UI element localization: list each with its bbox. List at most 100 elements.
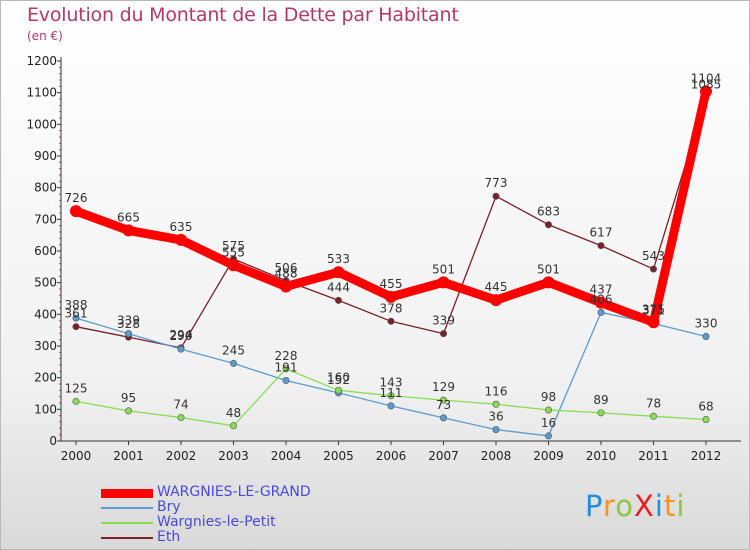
x-tick-label: 2010 (586, 449, 617, 463)
data-label: 191 (275, 361, 298, 375)
y-tick-label: 900 (34, 149, 57, 163)
data-point (492, 192, 500, 200)
logo-letter: i (654, 489, 664, 523)
data-label: 111 (380, 386, 403, 400)
data-point (490, 294, 502, 307)
x-tick-label: 2002 (166, 449, 197, 463)
data-point (700, 85, 712, 98)
data-label: 506 (275, 261, 298, 275)
x-tick-label: 2009 (533, 449, 564, 463)
data-label: 455 (380, 277, 403, 291)
data-point (439, 330, 447, 338)
logo-letter: X (634, 489, 655, 523)
data-point (72, 314, 80, 322)
y-tick-label: 0 (49, 434, 57, 448)
data-label: 78 (646, 396, 661, 410)
legend-swatch (101, 537, 153, 539)
data-label: 501 (537, 262, 560, 276)
data-label: 371 (642, 304, 665, 318)
data-label: 406 (590, 292, 613, 306)
x-tick-label: 2012 (691, 449, 722, 463)
data-point (544, 221, 552, 229)
data-label: 89 (593, 393, 608, 407)
legend-label: Wargnies-le-Petit (157, 514, 276, 530)
data-label: 773 (485, 176, 508, 190)
data-label: 488 (275, 266, 298, 280)
legend-swatch (101, 522, 153, 524)
data-label: 617 (590, 226, 613, 240)
data-label: 73 (436, 398, 451, 412)
x-tick-label: 2004 (271, 449, 302, 463)
y-tick-label: 1000 (26, 117, 57, 131)
logo-letter: i (676, 489, 686, 523)
data-label: 129 (432, 380, 455, 394)
x-tick-label: 2000 (61, 449, 92, 463)
data-label: 160 (327, 370, 350, 384)
data-point (387, 392, 395, 400)
data-label: 361 (65, 307, 88, 321)
data-label: 375 (642, 302, 665, 316)
data-point (492, 426, 500, 434)
x-tick-label: 2008 (481, 449, 512, 463)
logo-letter: t (663, 489, 677, 523)
data-label: 95 (121, 391, 136, 405)
data-point (282, 377, 290, 385)
chart-subtitle: (en €) (27, 29, 63, 43)
data-point (175, 233, 187, 246)
x-tick-label: 2011 (638, 449, 669, 463)
data-label: 339 (432, 314, 455, 328)
legend-label: WARGNIES-LE-GRAND (157, 484, 311, 500)
data-point (595, 296, 607, 309)
data-point (597, 308, 605, 316)
data-label: 228 (275, 349, 298, 363)
data-point (72, 323, 80, 331)
data-label: 339 (117, 314, 140, 328)
data-point (230, 422, 238, 430)
data-point (177, 345, 185, 353)
data-label: 294 (170, 328, 193, 342)
logo-letter: o (615, 489, 635, 523)
x-tick-label: 2006 (376, 449, 407, 463)
data-point (385, 290, 397, 303)
data-label: 290 (170, 329, 193, 343)
y-tick-label: 100 (34, 402, 57, 416)
data-point (387, 402, 395, 410)
data-label: 328 (117, 317, 140, 331)
data-label: 330 (695, 317, 718, 331)
x-tick-label: 2001 (113, 449, 144, 463)
data-point (125, 330, 133, 338)
y-tick-label: 400 (34, 307, 57, 321)
data-label: 543 (642, 249, 665, 263)
data-point (439, 414, 447, 422)
data-label: 16 (541, 416, 556, 430)
data-label: 437 (590, 283, 613, 297)
data-point (437, 276, 450, 289)
data-point (439, 396, 447, 404)
data-point (702, 332, 710, 340)
legend-swatch (101, 488, 153, 498)
chart-axes: 0 100 200 300 400 500 600 700 800 900 1000 1100 1200… (26, 54, 741, 463)
data-label: 444 (327, 280, 350, 294)
data-label: 1104 (691, 71, 722, 85)
y-tick-label: 200 (34, 371, 57, 385)
data-label: 683 (537, 205, 560, 219)
data-point (544, 432, 552, 440)
data-label: 555 (222, 245, 245, 259)
data-labels-layer: 726 665 635 555 488 533 455 501 445 501 437 375 1104… (65, 71, 722, 430)
data-point (230, 359, 238, 367)
y-tick-label: 600 (34, 244, 57, 258)
data-label: 152 (327, 373, 350, 387)
data-label: 533 (327, 252, 350, 266)
data-label: 48 (226, 406, 241, 420)
data-label: 125 (65, 381, 88, 395)
legend-label: Bry (157, 499, 181, 515)
data-point (597, 409, 605, 417)
logo-letter: P (585, 489, 603, 523)
x-tick-label: 2003 (218, 449, 249, 463)
y-tick-label: 1100 (26, 86, 57, 100)
legend-swatch (101, 507, 153, 509)
series-layer (70, 85, 712, 440)
data-label: 1085 (691, 77, 722, 91)
data-point (702, 415, 710, 423)
